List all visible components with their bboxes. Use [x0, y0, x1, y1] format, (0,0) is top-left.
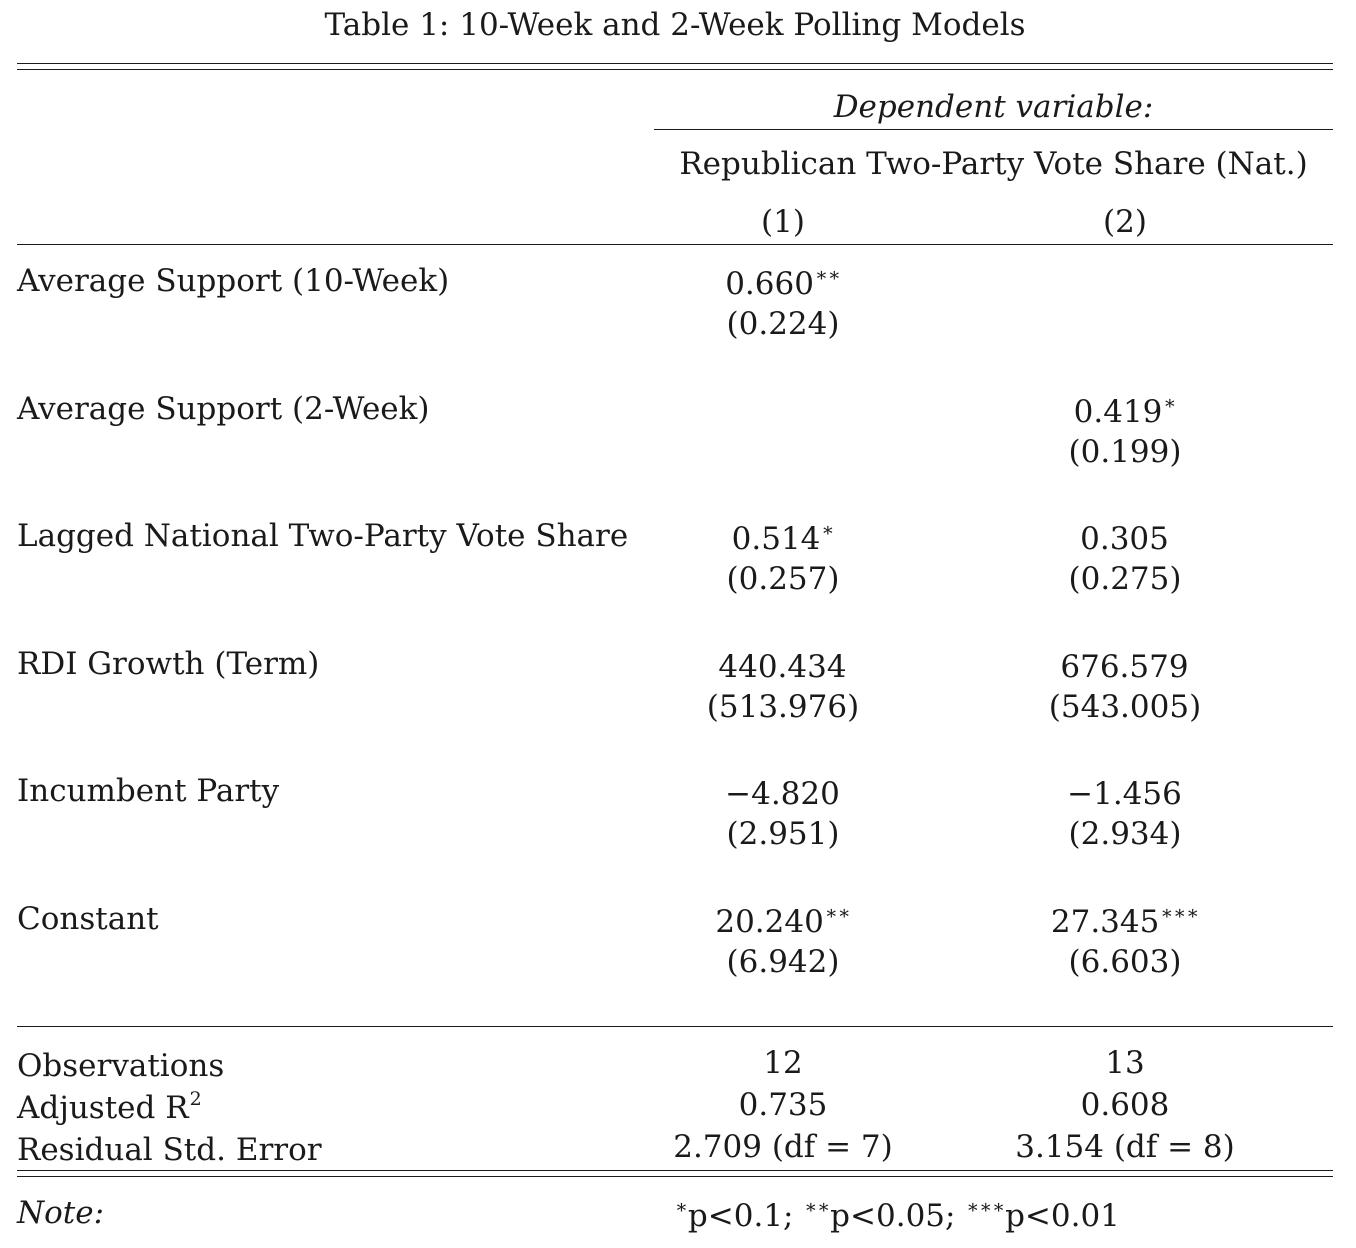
column-header-2: (2) — [1103, 204, 1147, 240]
stderr-col2: (543.005) — [1048, 689, 1202, 725]
coef-col2-stars: ∗ — [1163, 392, 1177, 414]
coef-col1: 0.660∗∗ — [633, 266, 933, 300]
header-rule — [17, 244, 1333, 245]
stderr-col1: (513.976) — [706, 689, 860, 725]
coef-col1 — [633, 394, 933, 428]
stat-col2: 3.154 (df = 8) — [1015, 1129, 1235, 1165]
note-star-3: ∗∗∗ — [966, 1196, 1006, 1218]
stat-label-text: Observations — [17, 1048, 225, 1084]
coef-col1-value: 440.434 — [718, 649, 847, 685]
note-text-3: p<0.01 — [1005, 1198, 1120, 1234]
stderr-col1: (0.224) — [726, 306, 840, 342]
top-rule — [17, 63, 1333, 64]
dependent-variable-rule — [654, 129, 1333, 130]
stderr-col2: (2.934) — [1068, 816, 1182, 852]
coef-col1-stars: ∗∗ — [824, 902, 851, 924]
top-rule-double — [17, 69, 1333, 70]
dependent-variable-name: Republican Two-Party Vote Share (Nat.) — [679, 146, 1308, 182]
bottom-rule-double — [17, 1176, 1333, 1177]
stat-label-text: Adjusted R — [17, 1090, 189, 1126]
coef-col2-value: −1.456 — [1067, 776, 1182, 812]
coef-col2-value: 27.345 — [1050, 904, 1160, 940]
coef-col2: 27.345∗∗∗ — [975, 904, 1275, 938]
coef-col1-value: 20.240 — [715, 904, 824, 940]
stderr-col2: (0.199) — [1068, 434, 1182, 470]
coef-col2-stars: ∗∗∗ — [1160, 902, 1200, 924]
stderr-col1: (2.951) — [726, 816, 840, 852]
stderr-col2: (0.275) — [1068, 561, 1182, 597]
bottom-rule — [17, 1170, 1333, 1171]
note-star-1: ∗ — [675, 1196, 688, 1218]
coef-col1-stars: ∗ — [821, 519, 835, 541]
row-label: Lagged National Two-Party Vote Share — [17, 518, 629, 554]
table-caption: Table 1: 10-Week and 2-Week Polling Mode… — [324, 7, 1026, 43]
stderr-col1: (0.257) — [726, 561, 840, 597]
dependent-variable-label: Dependent variable: — [833, 89, 1154, 125]
coef-col1-stars: ∗∗ — [814, 264, 841, 286]
coef-col1: 20.240∗∗ — [633, 904, 933, 938]
stat-label: Observations — [17, 1048, 225, 1082]
row-label: Constant — [17, 901, 159, 937]
coef-col2: 0.305 — [975, 521, 1275, 555]
note-label: Note: — [17, 1195, 105, 1231]
row-label: Average Support (10-Week) — [17, 263, 450, 299]
stat-label: Adjusted R2 — [17, 1090, 202, 1124]
coef-col2 — [975, 266, 1275, 300]
stat-label-superscript: 2 — [189, 1088, 202, 1110]
stats-rule — [17, 1026, 1333, 1027]
coef-col2: 676.579 — [975, 649, 1275, 683]
coef-col1-value: 0.660 — [725, 266, 814, 302]
row-label: RDI Growth (Term) — [17, 646, 320, 682]
note-text-1: p<0.1; — [687, 1198, 804, 1234]
stat-label-text: Residual Std. Error — [17, 1132, 322, 1168]
row-label: Average Support (2-Week) — [17, 391, 430, 427]
row-label: Incumbent Party — [17, 773, 280, 809]
coef-col2-value: 676.579 — [1060, 649, 1189, 685]
coef-col1-value: 0.514 — [731, 521, 821, 557]
stat-label: Residual Std. Error — [17, 1132, 323, 1166]
coef-col2: −1.456 — [975, 776, 1275, 810]
stderr-col1: (6.942) — [726, 944, 840, 980]
significance-note: ∗p<0.1; ∗∗p<0.05; ∗∗∗p<0.01 — [674, 1198, 1120, 1232]
coef-col1-value: −4.820 — [725, 776, 840, 812]
stat-col1: 0.735 — [738, 1087, 828, 1123]
note-star-2: ∗∗ — [804, 1196, 831, 1218]
stat-col2: 0.608 — [1080, 1087, 1170, 1123]
coef-col1: 0.514∗ — [633, 521, 933, 555]
column-header-1: (1) — [761, 204, 805, 240]
stat-col1: 2.709 (df = 7) — [673, 1129, 893, 1165]
coef-col1: 440.434 — [633, 649, 933, 683]
stat-col1: 12 — [763, 1045, 803, 1081]
coef-col2-value: 0.305 — [1080, 521, 1169, 557]
coef-col1: −4.820 — [633, 776, 933, 810]
coef-col2: 0.419∗ — [975, 394, 1275, 428]
stat-col2: 13 — [1105, 1045, 1145, 1081]
coef-col2-value: 0.419 — [1073, 394, 1163, 430]
stderr-col2: (6.603) — [1068, 944, 1182, 980]
note-text-2: p<0.05; — [830, 1198, 966, 1234]
